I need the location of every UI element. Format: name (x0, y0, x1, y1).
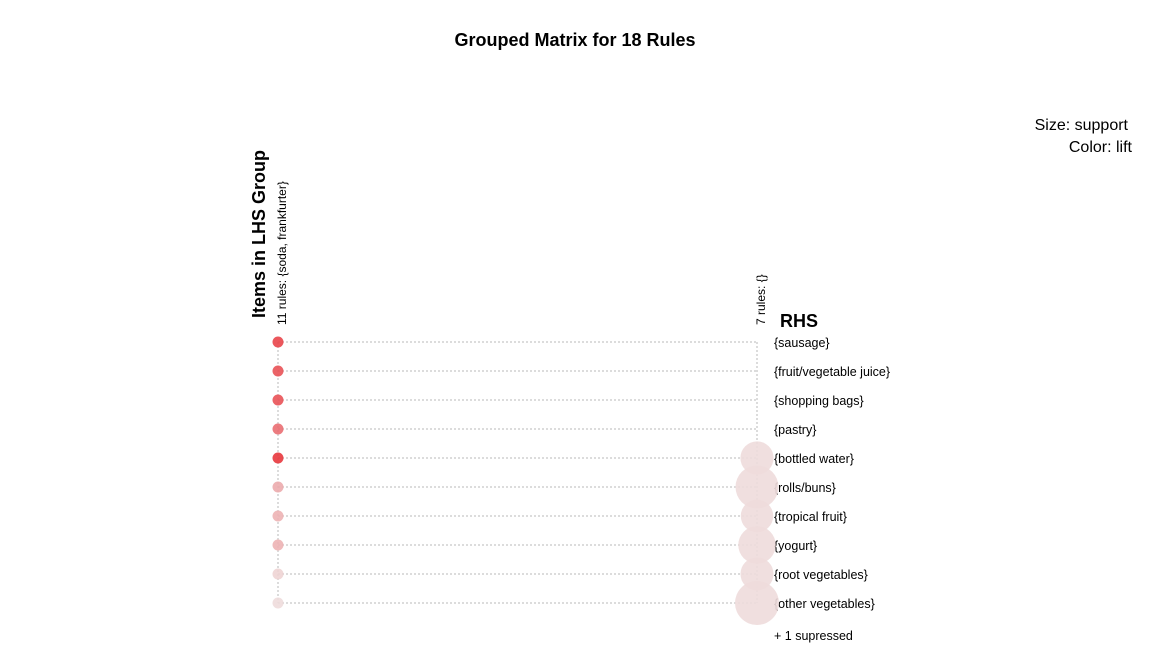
rhs-item-label: {tropical fruit} (774, 510, 847, 524)
rule-point (740, 499, 774, 533)
rhs-labels: {sausage} {fruit/vegetable juice} {shoppin… (774, 336, 890, 611)
rule-point (272, 394, 284, 406)
x-axis-title: Items in LHS Group (249, 150, 269, 318)
grid-lines (277, 341, 758, 604)
legend-color: Color: lift (1069, 139, 1133, 156)
rule-point (272, 423, 284, 435)
rhs-item-label: {other vegetables} (774, 597, 875, 611)
data-points (272, 336, 779, 625)
chart-title: Grouped Matrix for 18 Rules (454, 30, 695, 50)
suppressed-note: + 1 supressed (774, 629, 853, 643)
rule-point (272, 597, 284, 609)
lhs-group-label: 11 rules: {soda, frankfurter} (275, 181, 289, 325)
rule-point (272, 336, 284, 348)
rhs-item-label: {bottled water} (774, 452, 854, 466)
rule-point (740, 441, 774, 475)
lhs-group-label: 7 rules: {} (754, 274, 768, 325)
rule-point (272, 365, 284, 377)
rhs-item-label: {yogurt} (774, 539, 817, 553)
rhs-item-label: {rolls/buns} (774, 481, 836, 495)
rule-point (740, 557, 774, 591)
rule-point (272, 539, 284, 551)
rule-point (272, 510, 284, 522)
rule-point (272, 481, 284, 493)
rule-point (738, 526, 776, 564)
rhs-item-label: {pastry} (774, 423, 816, 437)
rhs-item-label: {fruit/vegetable juice} (774, 365, 890, 379)
group-labels: 11 rules: {soda, frankfurter} 7 rules: {} (275, 181, 768, 325)
rule-point (735, 465, 779, 509)
rule-point (272, 568, 284, 580)
y-axis-title: RHS (780, 311, 818, 331)
rule-point (272, 452, 284, 464)
rule-point (735, 581, 779, 625)
rhs-item-label: {root vegetables} (774, 568, 868, 582)
rhs-item-label: {sausage} (774, 336, 830, 350)
rhs-item-label: {shopping bags} (774, 394, 864, 408)
legend-size: Size: support (1035, 117, 1129, 134)
